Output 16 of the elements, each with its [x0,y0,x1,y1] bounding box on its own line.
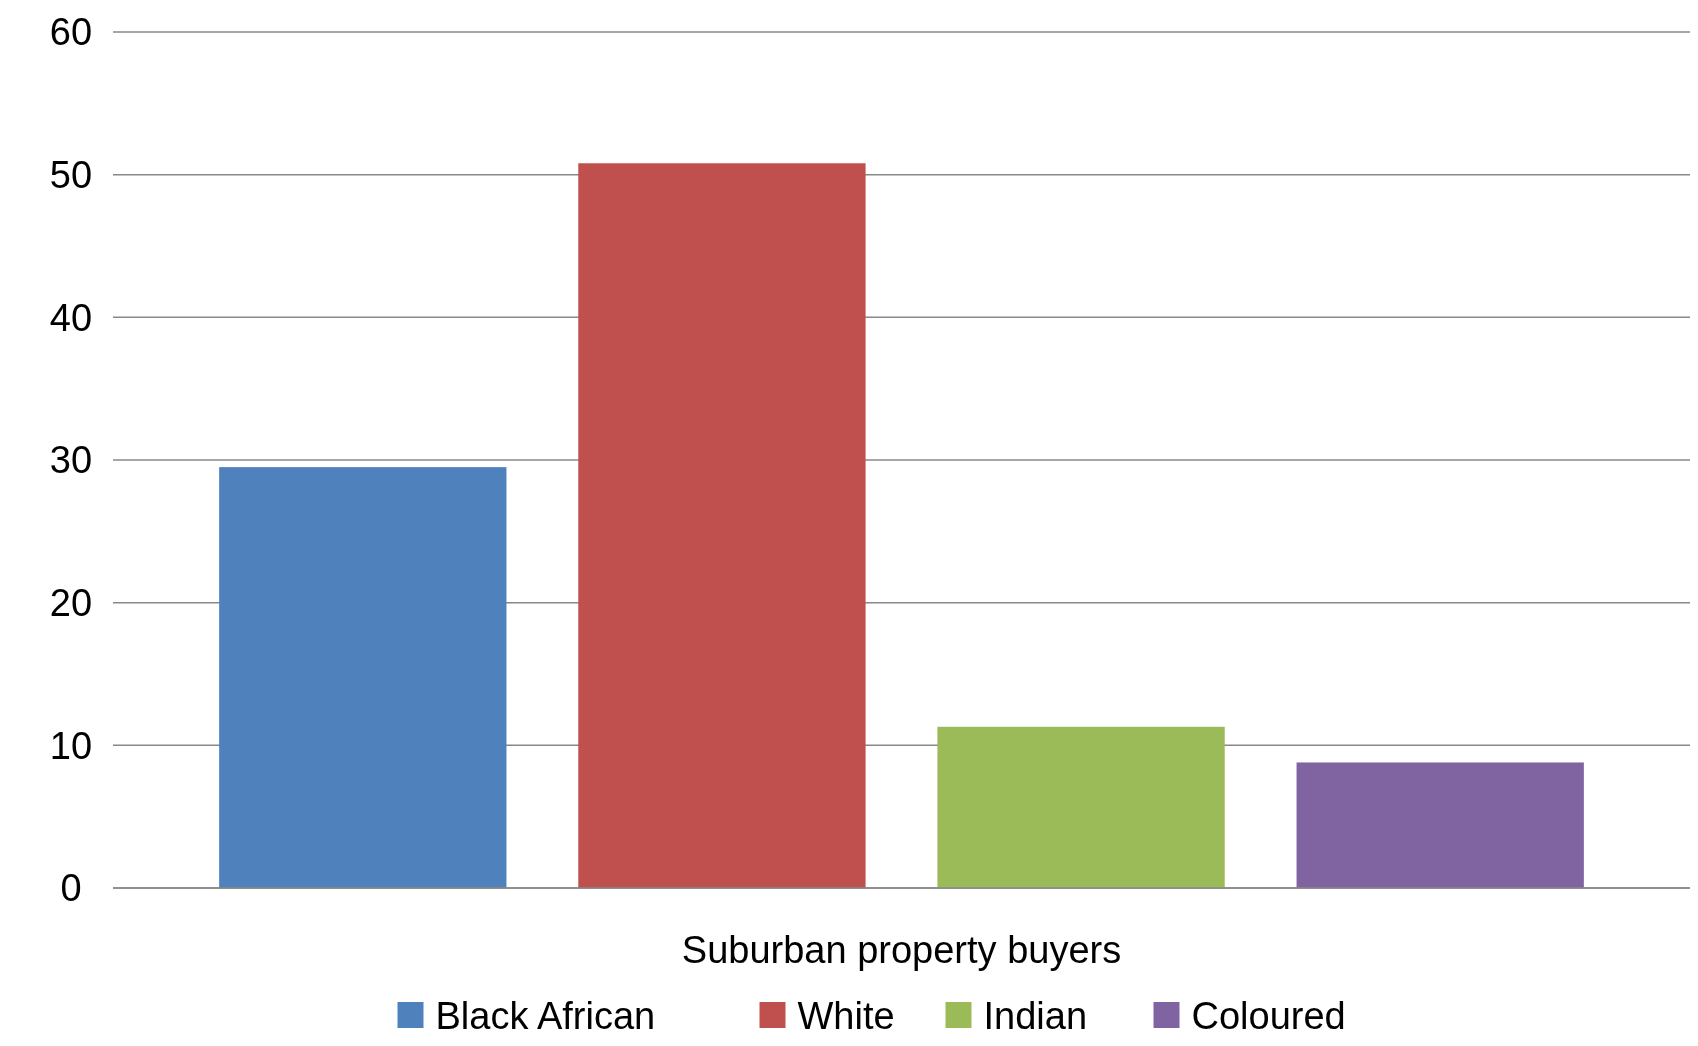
y-tick-label: 10 [49,724,93,767]
bar [1296,762,1584,888]
legend-label: Indian [983,995,1088,1038]
bar [578,163,866,888]
y-tick-label: 0 [60,867,82,910]
legend-label: Coloured [1191,995,1346,1038]
bar [219,467,507,888]
legend-label: Black African [435,995,656,1038]
y-tick-label: 50 [49,153,93,196]
y-tick-label: 20 [49,581,93,624]
bar [937,726,1225,888]
y-tick-label: 40 [49,296,93,339]
legend-label: White [797,995,895,1038]
y-tick-label: 30 [49,439,93,482]
y-tick-label: 60 [49,11,93,54]
x-tick-label: Suburban property buyers [681,929,1122,972]
